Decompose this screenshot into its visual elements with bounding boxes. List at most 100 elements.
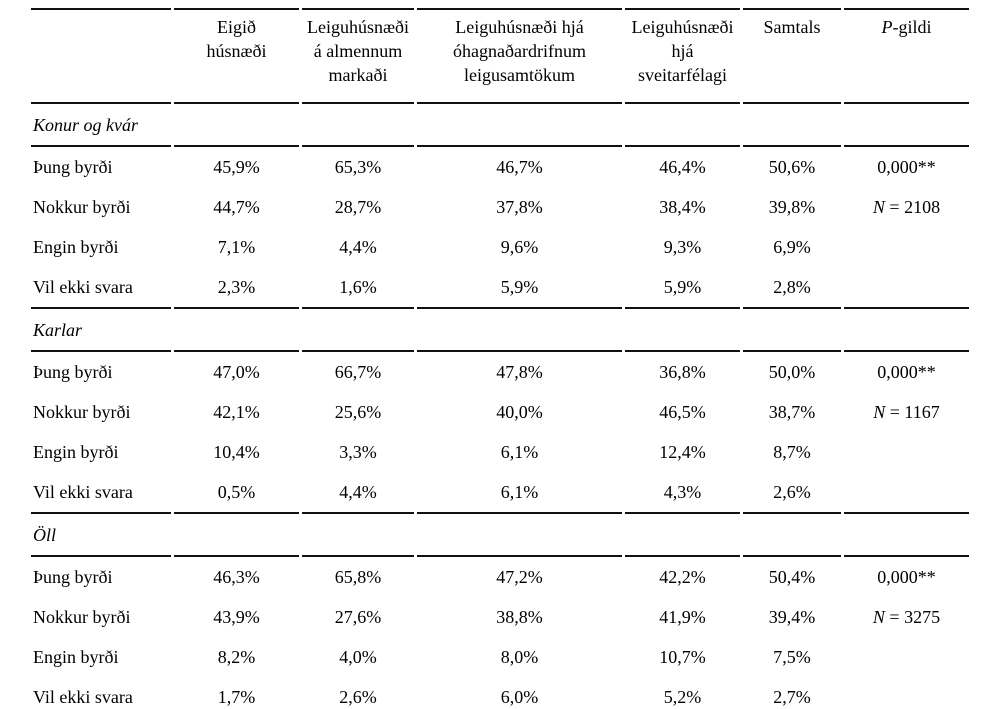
section-title-row: Konur og kvár <box>31 104 969 147</box>
table-row: Engin byrði 8,2% 4,0% 8,0% 10,7% 7,5% <box>31 637 969 677</box>
table-row: Vil ekki svara 1,7% 2,6% 6,0% 5,2% 2,7% <box>31 677 969 709</box>
column-header-line: Eigið <box>217 17 256 37</box>
row-label: Vil ekki svara <box>31 677 171 709</box>
table-row: Nokkur byrði 43,9% 27,6% 38,8% 41,9% 39,4% N =… <box>31 597 969 637</box>
stat-cell <box>844 637 969 677</box>
value-cell: 8,2% <box>217 647 256 667</box>
row-label: Nokkur byrði <box>33 402 131 422</box>
column-header-line: Leiguhúsnæði hjá <box>455 17 584 37</box>
value-cell: 7,5% <box>773 647 811 667</box>
table-row: Vil ekki svara 0,5% 4,4% 6,1% 4,3% 2,6% <box>31 472 969 514</box>
value-cell: 65,8% <box>334 567 382 587</box>
table-row: Nokkur byrði 42,1% 25,6% 40,0% 46,5% 38,7% N =… <box>31 392 969 432</box>
value-cell: 47,0% <box>213 362 260 382</box>
stat-text: 0,000** <box>877 157 936 177</box>
value-cell: 46,4% <box>659 157 706 177</box>
column-header-row-label <box>31 8 171 104</box>
column-header-line: sveitarfélagi <box>638 65 727 85</box>
stat-cell <box>844 227 969 267</box>
value-cell: 2,6% <box>302 677 414 709</box>
section-title-spacer <box>625 309 740 352</box>
row-label: Nokkur byrði <box>33 607 131 627</box>
table-header: Eigið húsnæði Leiguhúsnæði á almennum markað… <box>31 8 969 104</box>
value-cell: 38,7% <box>768 402 816 422</box>
column-header-line: leigusamtökum <box>464 65 575 85</box>
section-title: Öll <box>31 514 171 557</box>
value-cell: 8,7% <box>773 442 811 462</box>
section-title-spacer <box>844 104 969 147</box>
column-header-line: markaði <box>328 65 388 85</box>
value-cell: 36,8% <box>659 362 706 382</box>
column-header-line: á almennum <box>313 41 403 61</box>
stat-cell: 0,000** <box>844 557 969 597</box>
value-cell: 5,9% <box>625 267 740 309</box>
table-row: Þung byrði 46,3% 65,8% 47,2% 42,2% 50,4% 0,000… <box>31 557 969 597</box>
value-cell: 2,8% <box>743 267 841 309</box>
p-gildi-italic: P <box>881 17 893 37</box>
value-cell: 2,7% <box>743 677 841 709</box>
column-header-line: óhagnaðardrifnum <box>453 41 586 61</box>
column-header-leiguhusnaedi-almennur-markadur: Leiguhúsnæði á almennum markaði <box>302 8 414 104</box>
value-cell: 4,3% <box>625 472 740 514</box>
value-cell: 65,3% <box>334 157 382 177</box>
section-title-spacer <box>417 104 622 147</box>
value-cell: 38,4% <box>659 197 706 217</box>
stat-text: = 2108 <box>884 197 941 217</box>
value-cell: 10,7% <box>659 647 706 667</box>
value-cell: 46,7% <box>496 157 543 177</box>
section-title-spacer <box>302 309 414 352</box>
column-header-line: húsnæði <box>206 41 267 61</box>
row-label: Vil ekki svara <box>31 267 171 309</box>
stat-cell: 0,000** <box>844 352 969 392</box>
stat-cell <box>844 677 969 709</box>
value-cell: 6,0% <box>417 677 622 709</box>
value-cell: 47,8% <box>496 362 543 382</box>
section-title-spacer <box>844 514 969 557</box>
column-header-samtals: Samtals <box>743 8 841 104</box>
table-row: Þung byrði 45,9% 65,3% 46,7% 46,4% 50,6% 0,000… <box>31 147 969 187</box>
value-cell: 7,1% <box>217 237 256 257</box>
table-row: Engin byrði 10,4% 3,3% 6,1% 12,4% 8,7% <box>31 432 969 472</box>
section-title-row: Karlar <box>31 309 969 352</box>
value-cell: 2,3% <box>174 267 299 309</box>
row-label: Engin byrði <box>33 442 119 462</box>
value-cell: 66,7% <box>334 362 382 382</box>
stat-cell: 0,000** <box>844 147 969 187</box>
n-italic: N <box>872 607 885 627</box>
row-label: Engin byrði <box>33 647 119 667</box>
p-gildi-rest: -gildi <box>892 17 932 37</box>
section-title-row: Öll <box>31 514 969 557</box>
value-cell: 6,9% <box>773 237 811 257</box>
value-cell: 41,9% <box>659 607 706 627</box>
row-label: Þung byrði <box>33 157 113 177</box>
table-row: Nokkur byrði 44,7% 28,7% 37,8% 38,4% 39,8% N =… <box>31 187 969 227</box>
section-title-spacer <box>174 104 299 147</box>
value-cell: 3,3% <box>339 442 377 462</box>
value-cell: 5,2% <box>625 677 740 709</box>
section-title: Karlar <box>31 309 171 352</box>
value-cell: 50,0% <box>768 362 816 382</box>
row-label: Nokkur byrði <box>33 197 131 217</box>
value-cell: 25,6% <box>334 402 382 422</box>
section-title-spacer <box>174 514 299 557</box>
value-cell: 1,7% <box>174 677 299 709</box>
value-cell: 27,6% <box>334 607 382 627</box>
column-header-leiguhusnaedi-ohagnadardrifin: Leiguhúsnæði hjá óhagnaðardrifnum leigusam… <box>417 8 622 104</box>
section-title-spacer <box>743 309 841 352</box>
value-cell: 47,2% <box>496 567 543 587</box>
value-cell: 42,2% <box>659 567 706 587</box>
value-cell: 37,8% <box>496 197 543 217</box>
section-title-spacer <box>625 514 740 557</box>
value-cell: 28,7% <box>334 197 382 217</box>
column-header-line: hjá <box>671 41 694 61</box>
stat-cell: N = 1167 <box>844 392 969 432</box>
section-title-spacer <box>417 514 622 557</box>
value-cell: 12,4% <box>659 442 706 462</box>
row-label: Engin byrði <box>33 237 119 257</box>
table-row: Þung byrði 47,0% 66,7% 47,8% 36,8% 50,0% 0,000… <box>31 352 969 392</box>
column-header-line: Samtals <box>763 17 821 37</box>
stat-text: = 1167 <box>885 402 940 422</box>
section-title-spacer <box>417 309 622 352</box>
value-cell: 38,8% <box>496 607 543 627</box>
value-cell: 44,7% <box>213 197 260 217</box>
